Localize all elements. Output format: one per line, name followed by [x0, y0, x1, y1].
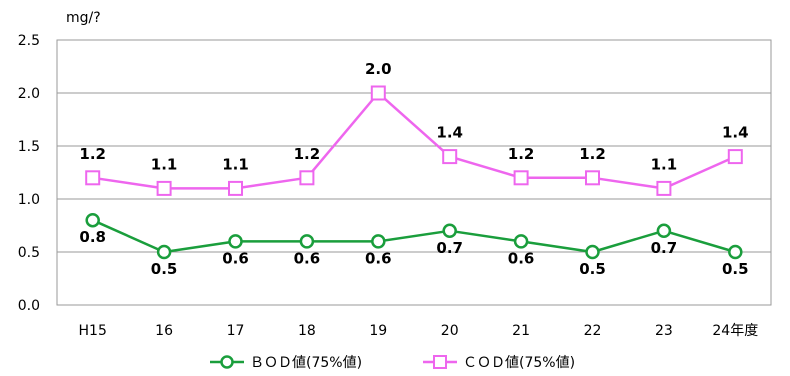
- y-tick-label: 0.5: [18, 245, 40, 261]
- bod-point: [513, 234, 529, 249]
- plot-area-border: [56, 39, 772, 306]
- bod-data-label: 0.6: [294, 249, 321, 267]
- cod-data-label: 1.2: [294, 145, 321, 163]
- y-axis-ticks: 0.0 0.5 1.0 1.5 2.0 2.5: [18, 33, 40, 314]
- bod-data-label: 0.7: [651, 239, 678, 257]
- cod-data-label: 1.1: [222, 155, 249, 173]
- bod-data-label: 0.8: [79, 228, 106, 246]
- cod-point: [442, 149, 458, 165]
- bod-data-label: 0.7: [436, 239, 463, 257]
- x-tick-label: 23: [655, 323, 673, 339]
- data-labels: 0.8 0.5 0.6 0.6 0.6 0.7 0.6 0.5 0.7 0.5 1.2 1.1 1.1 1…: [79, 60, 748, 278]
- bod-point: [728, 244, 743, 260]
- bod-point: [156, 244, 172, 260]
- legend-marker-square: [433, 355, 447, 369]
- x-axis-ticks: H15 16 17 18 19 20 21 22 23 24年度: [79, 323, 759, 339]
- bod-data-label: 0.5: [151, 260, 178, 278]
- bod-data-label: 0.5: [579, 260, 606, 278]
- cod-point: [656, 180, 672, 196]
- cod-data-label: 1.4: [722, 124, 749, 142]
- x-tick-label: 16: [155, 323, 173, 339]
- series-layer: [85, 85, 743, 260]
- cod-data-label: 1.4: [436, 124, 463, 142]
- bod-point: [442, 223, 457, 239]
- bod-data-label: 0.5: [722, 260, 749, 278]
- cod-point: [370, 85, 386, 101]
- cod-data-label: 1.1: [151, 155, 178, 173]
- gridlines: [57, 92, 771, 253]
- cod-point: [85, 170, 101, 186]
- y-tick-label: 0.0: [18, 298, 40, 314]
- x-tick-label: 18: [298, 323, 316, 339]
- cod-point: [727, 149, 743, 165]
- cod-data-label: 1.2: [79, 145, 106, 163]
- y-tick-label: 1.5: [18, 139, 40, 155]
- series-line-cod: [92, 91, 736, 190]
- bod-point: [228, 234, 243, 249]
- bod-data-label: 0.6: [365, 249, 392, 267]
- bod-point: [656, 223, 672, 239]
- x-tick-label: 24年度: [712, 323, 758, 339]
- x-tick-label: 22: [584, 323, 602, 339]
- bod-data-label: 0.6: [508, 249, 535, 267]
- bod-point: [299, 234, 315, 249]
- legend-label: ＢＯＤ値(75%値): [250, 355, 362, 371]
- y-tick-label: 2.0: [18, 86, 40, 102]
- bod-point: [585, 244, 600, 260]
- legend: ＢＯＤ値(75%値) ＣＯＤ値(75%値): [210, 355, 575, 371]
- y-tick-label: 2.5: [18, 33, 40, 49]
- cod-data-label: 1.2: [508, 145, 535, 163]
- cod-point: [585, 170, 600, 186]
- y-tick-label: 1.0: [18, 192, 40, 208]
- x-tick-label: 20: [441, 323, 459, 339]
- legend-label: ＣＯＤ値(75%値): [463, 355, 575, 371]
- legend-marker-circle: [220, 355, 234, 369]
- cod-point: [299, 170, 315, 186]
- bod-data-label: 0.6: [222, 249, 249, 267]
- cod-data-label: 1.1: [651, 155, 678, 173]
- cod-point: [513, 170, 529, 186]
- y-unit-label: mg/?: [66, 10, 101, 26]
- bod-point: [85, 212, 100, 228]
- x-tick-label: 21: [512, 323, 530, 339]
- x-tick-label: H15: [79, 323, 107, 339]
- series-line-bod: [92, 219, 736, 254]
- cod-data-label: 2.0: [365, 60, 392, 78]
- cod-data-label: 1.2: [579, 145, 606, 163]
- x-tick-label: 19: [369, 323, 387, 339]
- cod-point: [228, 180, 243, 196]
- cod-point: [156, 180, 172, 196]
- bod-point: [371, 234, 386, 249]
- x-tick-label: 17: [227, 323, 245, 339]
